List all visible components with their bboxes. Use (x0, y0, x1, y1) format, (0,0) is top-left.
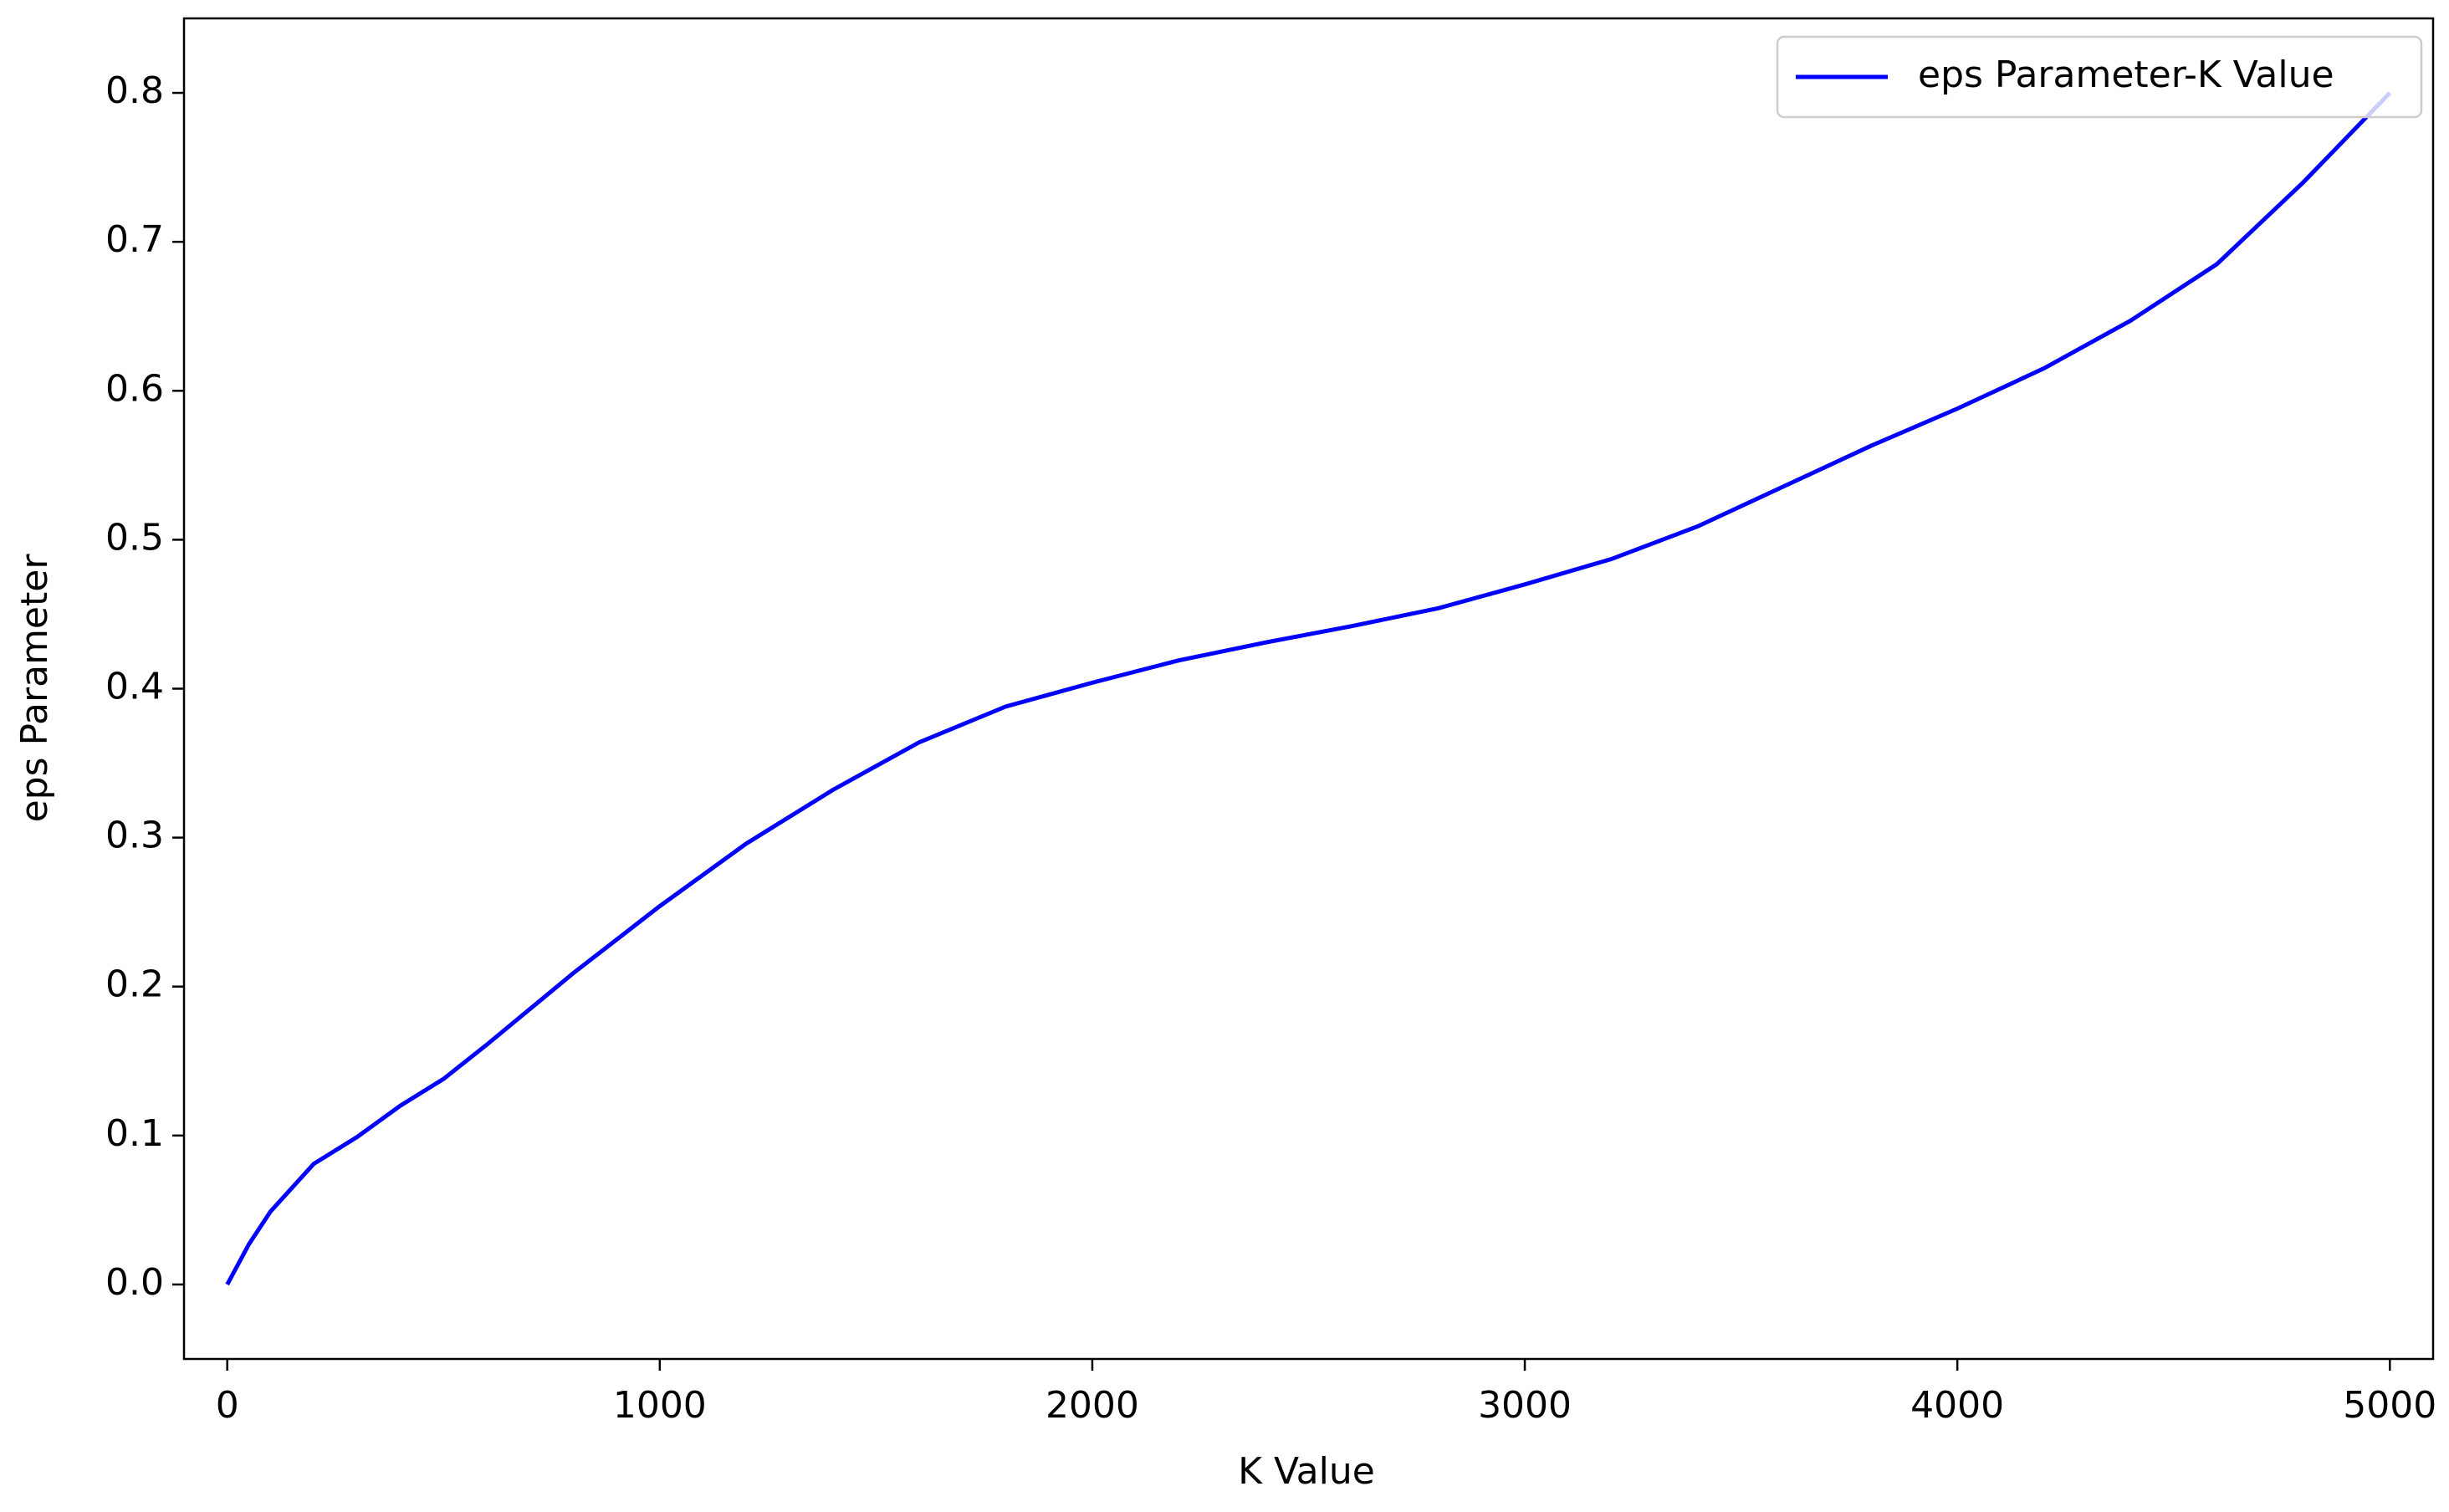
x-tick-label: 0 (216, 1384, 239, 1427)
y-axis-label: eps Parameter (13, 554, 56, 823)
plot-frame (182, 17, 2435, 1361)
y-tick-label: 0.5 (105, 516, 164, 559)
y-tick-label: 0.6 (105, 367, 164, 410)
legend-box (1776, 35, 2423, 119)
x-tick-label: 4000 (1910, 1384, 2004, 1427)
y-tick-label: 0.4 (105, 666, 164, 708)
y-tick-label: 0.8 (105, 69, 164, 112)
x-tick-label: 5000 (2343, 1384, 2436, 1427)
y-tick-label: 0.7 (105, 218, 164, 261)
y-tick-label: 0.0 (105, 1261, 164, 1304)
x-tick-label: 3000 (1478, 1384, 1572, 1427)
x-tick-label: 1000 (613, 1384, 707, 1427)
data-line (225, 91, 2392, 1286)
x-axis-label: K Value (1238, 1450, 1375, 1493)
y-tick-label: 0.1 (105, 1112, 164, 1155)
x-tick-label: 2000 (1046, 1384, 1139, 1427)
y-tick-label: 0.3 (105, 815, 164, 857)
legend-label: eps Parameter-K Value (1918, 54, 2334, 96)
y-tick-label: 0.2 (105, 963, 164, 1006)
